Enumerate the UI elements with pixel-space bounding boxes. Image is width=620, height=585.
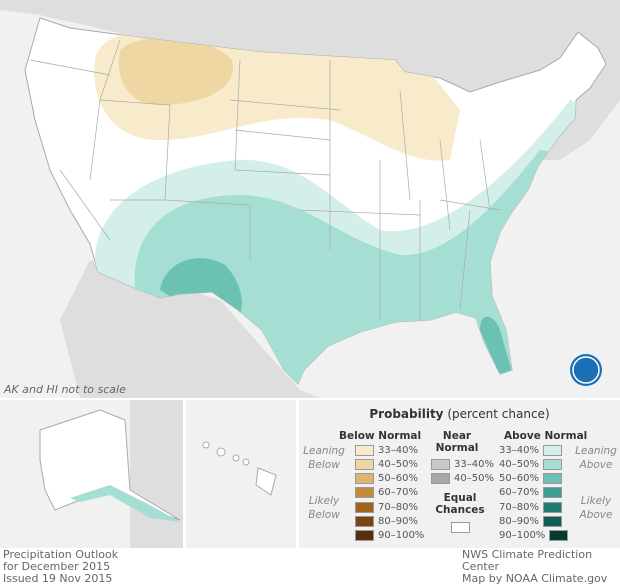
color-swatch <box>542 501 562 513</box>
hawaii-inset <box>186 400 296 548</box>
range-label: 40–50% <box>454 472 494 484</box>
range-label: 50–60% <box>499 473 539 485</box>
near-legend-item: 40–50% <box>431 472 494 484</box>
footer-right: NWS Climate Prediction Center Map by NOA… <box>462 549 620 585</box>
above-legend-item: 70–80% <box>499 501 562 513</box>
range-label: 40–50% <box>378 458 418 470</box>
likely-above-label: Likely Above <box>579 495 613 521</box>
above-legend-item: 80–90% <box>499 516 562 528</box>
color-swatch <box>542 516 562 527</box>
state-borders <box>29 39 501 320</box>
above-legend-item: 60–70% <box>499 487 562 499</box>
below-legend-item: 33–40% <box>355 444 418 456</box>
above-legend-item: 50–60% <box>499 473 562 485</box>
color-swatch <box>355 516 374 527</box>
above-heading: Above Normal <box>504 430 588 442</box>
legend: Probability (percent chance) Below Norma… <box>299 400 620 548</box>
color-swatch <box>542 458 562 470</box>
range-label: 90–100% <box>499 530 546 542</box>
color-swatch <box>542 444 562 456</box>
leaning-above-label: Leaning Above <box>575 445 617 471</box>
mexico-land <box>60 260 320 398</box>
above-legend-item: 40–50% <box>499 458 562 470</box>
near-heading: Near Normal <box>435 430 479 454</box>
region-above-50-60-florida <box>480 316 512 376</box>
color-swatch <box>355 487 374 499</box>
range-label: 90–100% <box>378 530 425 542</box>
legend-subtitle: (percent chance) <box>447 407 550 421</box>
range-label: 33–40% <box>454 458 494 470</box>
equal-chances-swatch <box>451 522 470 533</box>
alaska-inset <box>0 400 183 548</box>
color-swatch <box>542 487 562 499</box>
color-swatch <box>549 530 569 542</box>
range-label: 50–60% <box>378 473 418 485</box>
above-legend-item: 33–40% <box>499 444 562 456</box>
issue-date: Issued 19 Nov 2015 <box>3 572 113 585</box>
leaning-below-label: Leaning Below <box>303 445 345 471</box>
range-label: 70–80% <box>499 501 539 513</box>
noaa-logo <box>570 354 602 386</box>
below-legend-item: 40–50% <box>355 458 418 470</box>
below-legend-item: 50–60% <box>355 473 418 485</box>
below-legend-item: 80–90% <box>355 516 418 528</box>
range-label: 80–90% <box>499 516 539 527</box>
range-label: 60–70% <box>378 487 418 499</box>
credit-source: NWS Climate Prediction Center <box>462 548 593 573</box>
scale-note: AK and HI not to scale <box>4 383 126 396</box>
color-swatch <box>431 472 450 484</box>
below-legend-item: 60–70% <box>355 487 418 499</box>
outlook-title: Precipitation Outlook <box>3 548 119 561</box>
outlook-period: for December 2015 <box>3 560 111 573</box>
credit-map: Map by NOAA Climate.gov <box>462 572 608 585</box>
below-legend-item: 70–80% <box>355 501 418 513</box>
color-swatch <box>355 444 374 456</box>
equal-chances-heading: Equal Chances <box>435 492 485 516</box>
range-label: 40–50% <box>499 458 539 470</box>
above-legend-item: 90–100% <box>499 530 569 542</box>
color-swatch <box>355 530 374 542</box>
range-label: 60–70% <box>499 487 539 499</box>
range-label: 33–40% <box>499 444 539 456</box>
color-swatch <box>355 473 374 485</box>
range-label: 33–40% <box>378 444 418 456</box>
range-label: 80–90% <box>378 516 418 527</box>
near-legend-item: 33–40% <box>431 458 494 470</box>
below-legend-item: 90–100% <box>355 530 424 542</box>
range-label: 70–80% <box>378 501 418 513</box>
color-swatch <box>355 501 374 513</box>
legend-title: Probability <box>369 407 444 421</box>
below-heading: Below Normal <box>339 430 422 442</box>
color-swatch <box>542 473 562 485</box>
likely-below-label: Likely Below <box>308 495 340 521</box>
footer-left: Precipitation Outlook for December 2015 … <box>3 549 118 585</box>
region-below-40-50 <box>118 37 234 105</box>
color-swatch <box>431 458 450 470</box>
precipitation-outlook-map <box>0 0 620 398</box>
color-swatch <box>355 458 374 470</box>
